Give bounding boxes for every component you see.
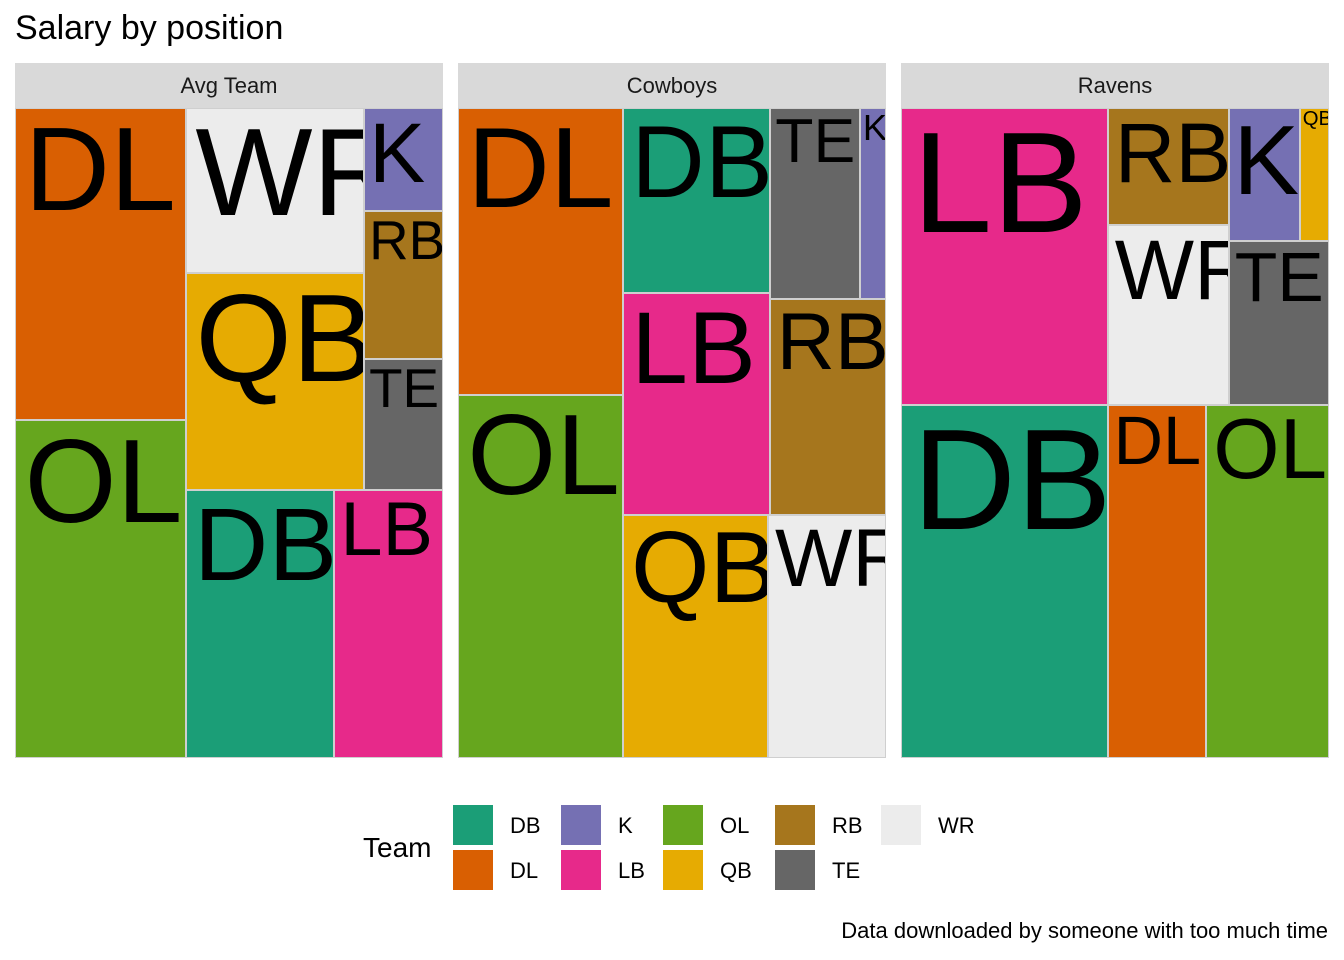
tile-label: DB: [912, 405, 1108, 561]
treemap-tile-ol: OL: [1206, 404, 1329, 758]
legend-key-rb: [775, 805, 815, 845]
treemap-tile-k: K: [364, 108, 443, 211]
treemap-tile-qb: QB: [622, 514, 769, 758]
treemap-tile-lb: LB: [901, 108, 1108, 406]
tile-label: DL: [467, 108, 614, 233]
legend-key-dl: [453, 850, 493, 890]
treemap-tile-lb: LB: [622, 293, 770, 515]
tile-label: TE: [1234, 241, 1324, 317]
treemap-tile-wr: WR: [1107, 225, 1229, 405]
tile-label: RB: [776, 299, 886, 388]
treemap-tile-rb: RB: [1107, 108, 1229, 226]
tile-label: WR: [195, 108, 363, 243]
legend-title: Team: [363, 832, 432, 863]
treemap-tile-ol: OL: [458, 395, 623, 758]
treemap-tile-rb: RB: [769, 299, 886, 515]
legend-key-wr: [881, 805, 921, 845]
treemap-tile-lb: LB: [333, 489, 443, 758]
treemap-tile-ol: OL: [15, 419, 186, 758]
legend-key-k: [561, 805, 601, 845]
treemap-tile-qb: QB: [185, 273, 365, 490]
treemap-tile-te: TE: [364, 358, 443, 490]
tile-label: DL: [24, 108, 176, 237]
treemap-tile-te: TE: [769, 108, 860, 300]
tile-label: K: [1233, 108, 1300, 215]
tile-label: K: [369, 108, 426, 200]
treemap-tile-wr: WR: [768, 514, 886, 758]
facet-strip-label: Avg Team: [15, 63, 443, 108]
tile-label: LB: [912, 108, 1088, 263]
tile-label: DL: [1113, 404, 1201, 480]
treemap-tile-dl: DL: [15, 108, 186, 420]
legend: Team DB DL K LB OL QB RB TE WR: [363, 800, 1003, 895]
chart-title: Salary by position: [15, 9, 284, 47]
treemap-tile-dl: DL: [458, 108, 623, 395]
tile-label: RB: [369, 210, 443, 271]
legend-label-wr: WR: [938, 813, 975, 838]
tile-label: LB: [631, 293, 756, 405]
tile-label: QB: [1302, 108, 1328, 131]
tile-label: TE: [775, 108, 856, 177]
legend-label-db: DB: [510, 813, 541, 838]
tile-label: LB: [340, 489, 433, 573]
tile-label: OL: [24, 419, 183, 549]
chart-caption: Data downloaded by someone with too much…: [841, 918, 1328, 943]
legend-key-db: [453, 805, 493, 845]
tile-label: DB: [631, 108, 770, 220]
legend-key-lb: [561, 850, 601, 890]
tile-label: DB: [193, 489, 334, 602]
legend-label-qb: QB: [720, 858, 752, 883]
tile-label: QB: [631, 514, 769, 624]
legend-key-ol: [663, 805, 703, 845]
facet-strip-label: Cowboys: [458, 63, 886, 108]
treemap-tile-db: DB: [901, 405, 1108, 758]
tile-label: TE: [369, 358, 440, 420]
legend-label-k: K: [618, 813, 633, 838]
tile-label: WR: [1114, 225, 1228, 317]
legend-label-rb: RB: [832, 813, 863, 838]
legend-label-lb: LB: [618, 858, 645, 883]
tile-label: WR: [775, 514, 885, 604]
treemap-tile-wr: WR: [185, 108, 365, 274]
treemap-tile-db: DB: [185, 489, 334, 758]
treemap-tile-rb: RB: [364, 210, 443, 359]
legend-label-ol: OL: [720, 813, 750, 838]
tile-label: QB: [195, 273, 365, 408]
tile-label: OL: [1213, 404, 1328, 498]
legend-key-te: [775, 850, 815, 890]
treemap-tile-db: DB: [622, 108, 770, 294]
tile-label: K: [862, 108, 886, 148]
treemap-tile-k: K: [1228, 108, 1300, 242]
treemap-tile-k: K: [859, 108, 886, 300]
treemap-tile-qb: QB: [1299, 108, 1329, 242]
legend-label-te: TE: [832, 858, 861, 883]
facet-strip-label: Ravens: [901, 63, 1329, 108]
legend-label-dl: DL: [510, 858, 539, 883]
treemap-tile-te: TE: [1228, 241, 1329, 405]
legend-key-qb: [663, 850, 703, 890]
treemap-tile-dl: DL: [1107, 404, 1207, 758]
tile-label: OL: [467, 395, 620, 520]
tile-label: RB: [1114, 108, 1229, 200]
